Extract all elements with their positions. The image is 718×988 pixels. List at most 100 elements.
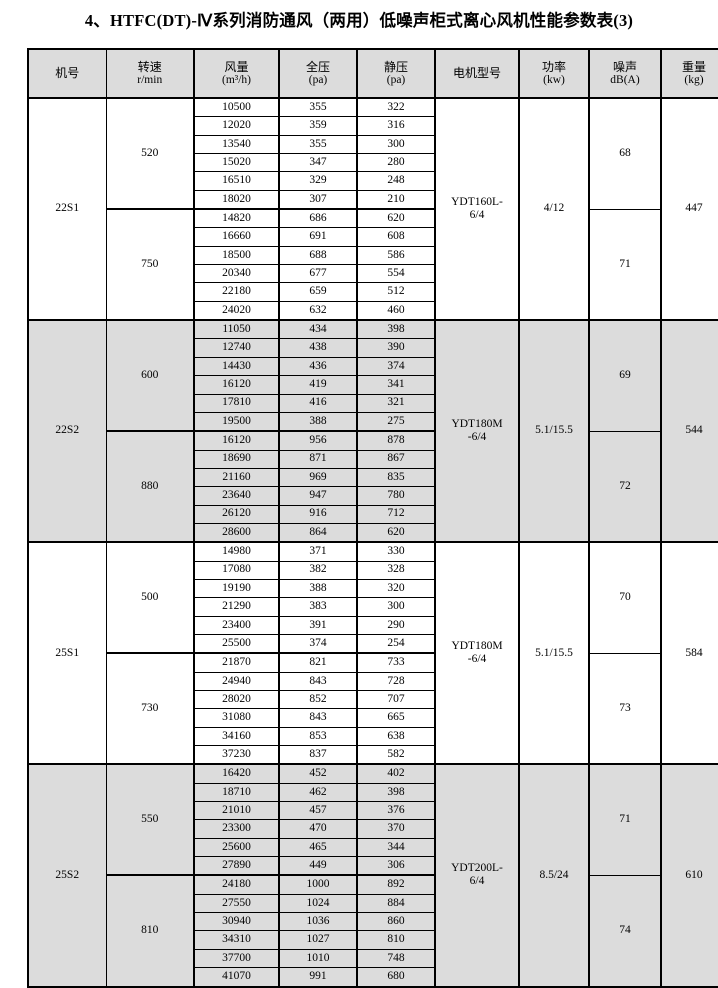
cell-static-pressure: 512 bbox=[356, 282, 436, 302]
table-body: 22S1 520 10500 355 322 YDT160L- 6/4 4/12 68 447 12… bbox=[27, 97, 718, 988]
table-row: 22S1 520 10500 355 322 YDT160L- 6/4 4/12 68 447 bbox=[27, 97, 718, 321]
cell-flow: 20340 bbox=[193, 264, 280, 284]
cell-flow: 27890 bbox=[193, 856, 280, 877]
header-cell-static-pressure: 静压 (pa) bbox=[356, 48, 436, 99]
cell-flow: 18710 bbox=[193, 782, 280, 803]
cell-rpm: 810 bbox=[105, 874, 195, 988]
header-unit: (kg) bbox=[684, 73, 704, 86]
cell-static-pressure: 835 bbox=[356, 467, 436, 488]
cell-total-pressure: 871 bbox=[278, 449, 358, 469]
cell-motor-model: YDT180M -6/4 bbox=[434, 541, 520, 765]
cell-flow: 12740 bbox=[193, 338, 280, 358]
cell-static-pressure: 638 bbox=[356, 726, 436, 747]
cell-flow: 14980 bbox=[193, 541, 280, 562]
cell-total-pressure: 843 bbox=[278, 671, 358, 692]
cell-static-pressure: 780 bbox=[356, 486, 436, 506]
table-row: 25S1 500 14980 371 330 YDT180M -6/4 5.1/15.5 70 5… bbox=[27, 541, 718, 765]
cell-total-pressure: 821 bbox=[278, 652, 358, 673]
cell-flow: 25600 bbox=[193, 837, 280, 858]
cell-total-pressure: 347 bbox=[278, 153, 358, 173]
cell-flow: 19190 bbox=[193, 578, 280, 599]
cell-total-pressure: 686 bbox=[278, 208, 358, 229]
cell-static-pressure: 620 bbox=[356, 208, 436, 229]
table-row: 16660 691 608 bbox=[28, 227, 718, 247]
table-row: 34160 853 638 bbox=[28, 726, 718, 747]
cell-static-pressure: 860 bbox=[356, 912, 436, 932]
cell-flow: 14430 bbox=[193, 356, 280, 377]
cell-total-pressure: 359 bbox=[278, 116, 358, 136]
cell-flow: 37700 bbox=[193, 948, 280, 969]
cell-total-pressure: 688 bbox=[278, 245, 358, 266]
header-unit: (pa) bbox=[386, 73, 406, 86]
spec-table-container: 机号 转速 r/min 风量 (m³/h) 全压 (pa) bbox=[27, 48, 718, 988]
cell-weight: 447 bbox=[660, 97, 718, 321]
cell-total-pressure: 956 bbox=[278, 430, 358, 451]
cell-power: 5.1/15.5 bbox=[518, 319, 590, 543]
table-row: 18710 462 398 bbox=[28, 782, 718, 803]
cell-flow: 17810 bbox=[193, 393, 280, 413]
cell-rpm: 520 bbox=[105, 97, 195, 211]
table-row: 23300 470 370 bbox=[28, 819, 718, 839]
cell-static-pressure: 810 bbox=[356, 930, 436, 950]
header-cell-weight: 重量 (kg) bbox=[660, 48, 718, 99]
cell-flow: 22180 bbox=[193, 282, 280, 302]
cell-flow: 21870 bbox=[193, 652, 280, 673]
header-label: 功率 bbox=[541, 59, 566, 74]
cell-noise: 71 bbox=[588, 763, 662, 876]
cell-model: 25S2 bbox=[27, 763, 107, 988]
page-title: 4、HTFC(DT)-Ⅳ系列消防通风（两用）低噪声柜式离心风机性能参数表(3) bbox=[0, 10, 718, 32]
header-cell-motor-model: 电机型号 bbox=[434, 48, 520, 99]
cell-static-pressure: 398 bbox=[356, 782, 436, 803]
cell-flow: 41070 bbox=[193, 967, 280, 988]
table-row: 27550 1024 884 bbox=[28, 893, 718, 914]
cell-flow: 23300 bbox=[193, 819, 280, 839]
cell-flow: 28600 bbox=[193, 522, 280, 544]
cell-flow: 17080 bbox=[193, 560, 280, 580]
cell-total-pressure: 382 bbox=[278, 560, 358, 580]
header-label: 噪声 bbox=[612, 59, 637, 74]
cell-static-pressure: 280 bbox=[356, 153, 436, 173]
cell-total-pressure: 1027 bbox=[278, 930, 358, 950]
table-row: 14430 436 374 bbox=[28, 356, 718, 377]
cell-flow: 27550 bbox=[193, 893, 280, 914]
cell-static-pressure: 733 bbox=[356, 652, 436, 673]
cell-static-pressure: 328 bbox=[356, 560, 436, 580]
cell-static-pressure: 370 bbox=[356, 819, 436, 839]
cell-total-pressure: 388 bbox=[278, 578, 358, 599]
cell-flow: 10500 bbox=[193, 97, 280, 118]
cell-static-pressure: 712 bbox=[356, 504, 436, 524]
table-row: 12740 438 390 bbox=[28, 338, 718, 358]
cell-static-pressure: 707 bbox=[356, 689, 436, 710]
motor-model-line2: -6/4 bbox=[467, 431, 487, 444]
motor-model-line2: 6/4 bbox=[469, 875, 485, 888]
cell-noise: 68 bbox=[588, 97, 662, 210]
cell-static-pressure: 728 bbox=[356, 671, 436, 692]
cell-total-pressure: 843 bbox=[278, 708, 358, 728]
cell-flow: 21010 bbox=[193, 801, 280, 821]
cell-flow: 18500 bbox=[193, 245, 280, 266]
table-row: 30940 1036 860 bbox=[28, 912, 718, 932]
cell-static-pressure: 275 bbox=[356, 411, 436, 433]
header-label: 风量 bbox=[224, 59, 249, 74]
cell-static-pressure: 554 bbox=[356, 264, 436, 284]
cell-noise: 74 bbox=[588, 874, 662, 988]
cell-flow: 21160 bbox=[193, 467, 280, 488]
cell-flow: 34310 bbox=[193, 930, 280, 950]
cell-flow: 16660 bbox=[193, 227, 280, 247]
cell-total-pressure: 1036 bbox=[278, 912, 358, 932]
table-row: 23400 391 290 bbox=[28, 615, 718, 635]
cell-flow: 37230 bbox=[193, 745, 280, 766]
table-row: 22S2 600 11050 434 398 YDT180M -6/4 5.1/15.5 69 5… bbox=[27, 319, 718, 543]
table-row: 730 21870 821 733 73 bbox=[28, 652, 718, 765]
cell-total-pressure: 457 bbox=[278, 801, 358, 821]
cell-static-pressure: 376 bbox=[356, 801, 436, 821]
cell-flow: 28020 bbox=[193, 689, 280, 710]
table-row: 810 24180 1000 892 74 bbox=[28, 874, 718, 988]
cell-total-pressure: 383 bbox=[278, 597, 358, 617]
cell-total-pressure: 329 bbox=[278, 171, 358, 191]
header-cell-rpm: 转速 r/min bbox=[105, 48, 195, 99]
cell-static-pressure: 344 bbox=[356, 837, 436, 858]
table-row: 28020 852 707 bbox=[28, 689, 718, 710]
cell-flow: 12020 bbox=[193, 116, 280, 136]
cell-total-pressure: 916 bbox=[278, 504, 358, 524]
